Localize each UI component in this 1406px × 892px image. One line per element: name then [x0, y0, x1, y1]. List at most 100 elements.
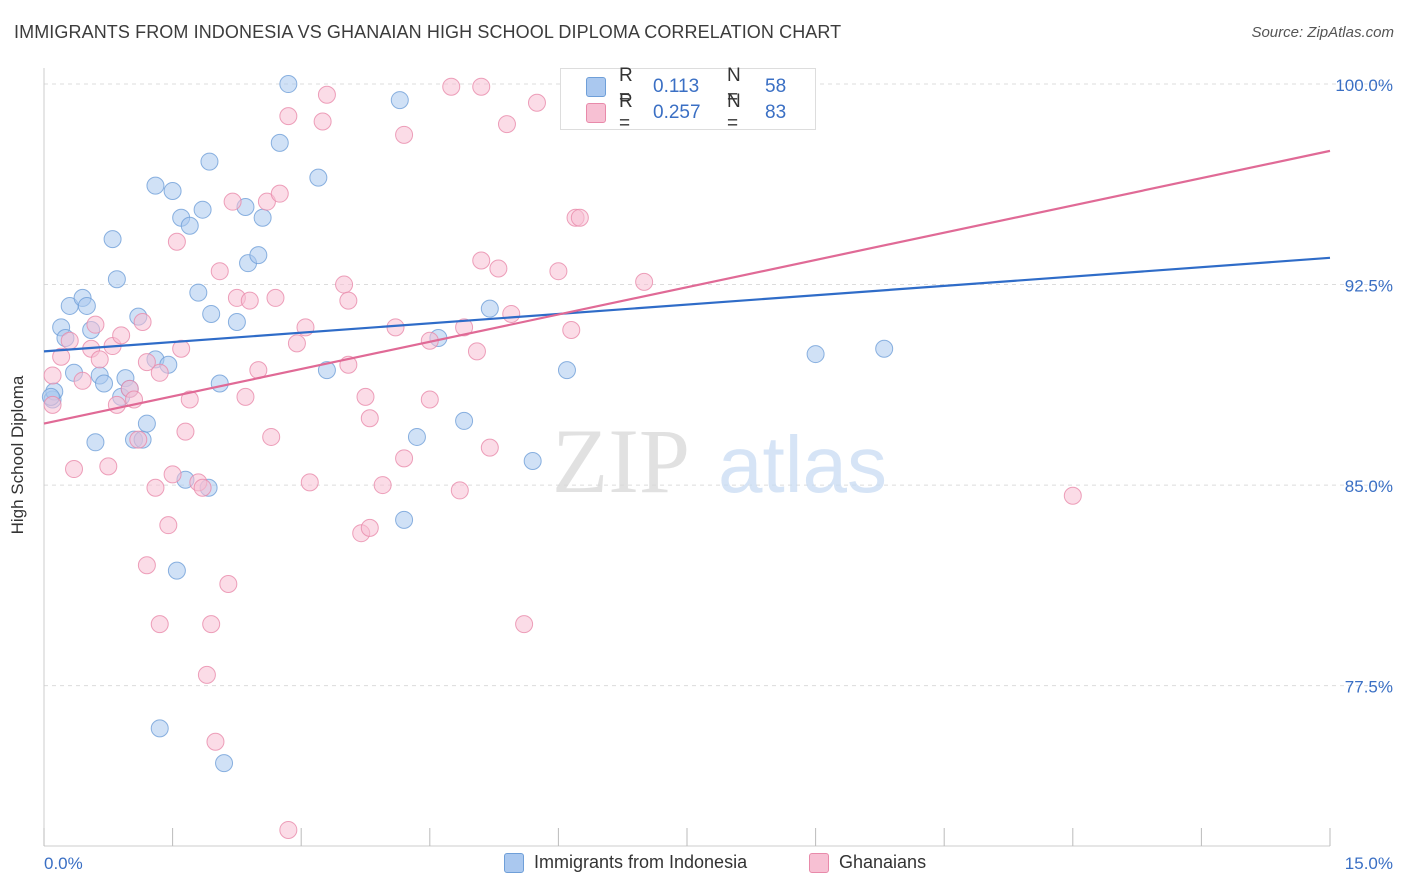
data-point	[356, 387, 375, 406]
data-point	[557, 361, 576, 380]
legend-item-ghanaians[interactable]: Ghanaians	[809, 852, 926, 873]
data-point	[442, 77, 461, 96]
data-point	[210, 262, 229, 281]
data-point	[467, 342, 486, 361]
watermark-atlas: atlas	[718, 420, 887, 509]
data-point	[95, 374, 114, 393]
data-point	[215, 754, 234, 773]
x-tick-label: 0.0%	[44, 854, 83, 873]
data-point	[249, 246, 268, 265]
data-point	[137, 353, 156, 372]
data-point	[270, 184, 289, 203]
ghanaians-swatch-icon	[586, 103, 606, 123]
data-point	[279, 820, 298, 839]
data-point	[455, 411, 474, 430]
data-point	[395, 125, 414, 144]
y-tick-label: 77.5%	[1345, 678, 1393, 697]
data-point	[86, 433, 105, 452]
legend-item-indonesia[interactable]: Immigrants from Indonesia	[504, 852, 747, 873]
n-label: N =	[727, 91, 741, 134]
data-point	[497, 115, 516, 134]
data-point	[167, 232, 186, 251]
data-point	[150, 615, 169, 634]
data-point	[420, 390, 439, 409]
data-point	[60, 331, 79, 350]
data-point	[270, 133, 289, 152]
data-point	[875, 339, 894, 358]
data-point	[562, 321, 581, 340]
data-point	[176, 422, 195, 441]
data-point	[107, 270, 126, 289]
data-point	[635, 272, 654, 291]
data-point	[86, 315, 105, 334]
chart-title: IMMIGRANTS FROM INDONESIA VS GHANAIAN HI…	[14, 22, 842, 42]
data-point	[202, 304, 221, 323]
data-point	[73, 371, 92, 390]
data-point	[253, 208, 272, 227]
x-tick-label: 15.0%	[1345, 854, 1393, 873]
data-point	[133, 312, 152, 331]
data-point	[43, 395, 62, 414]
trend-lines	[43, 149, 1331, 425]
data-point	[223, 192, 242, 211]
data-point	[146, 478, 165, 497]
n-label: N =	[727, 65, 741, 108]
data-point	[180, 390, 199, 409]
tick-labels: 77.5% 85.0% 92.5% 100.0% 0.0% 15.0%	[44, 76, 1393, 873]
data-point	[279, 75, 298, 94]
data-point	[219, 574, 238, 593]
watermark-zip: ZIP	[552, 410, 690, 512]
data-point	[339, 291, 358, 310]
indonesia-legend-icon	[504, 852, 524, 873]
data-point	[137, 556, 156, 575]
data-point	[480, 438, 499, 457]
data-point	[489, 259, 508, 278]
data-point	[806, 345, 825, 364]
data-point	[210, 374, 229, 393]
data-point	[266, 288, 285, 307]
data-point	[257, 192, 276, 211]
data-point	[279, 107, 298, 126]
data-point	[163, 181, 182, 200]
data-point	[390, 91, 409, 110]
data-point	[107, 395, 126, 414]
axes	[43, 68, 1331, 847]
data-point	[407, 427, 426, 446]
data-point	[395, 449, 414, 468]
series-ghanaians	[43, 77, 1082, 839]
data-point	[480, 299, 499, 318]
data-point	[313, 112, 332, 131]
data-point	[202, 615, 221, 634]
data-point	[150, 363, 169, 382]
data-point	[172, 339, 191, 358]
data-point	[450, 481, 469, 500]
indonesia-swatch-icon	[586, 77, 606, 97]
data-point	[193, 478, 212, 497]
y-tick-label: 85.0%	[1345, 477, 1393, 496]
legend-label-ghanaians: Ghanaians	[839, 852, 927, 872]
watermark: ZIP atlas	[552, 410, 887, 512]
ghanaians-legend-icon	[809, 852, 829, 873]
y-tick-label: 92.5%	[1345, 277, 1393, 296]
data-point	[52, 347, 71, 366]
r-label: R =	[619, 65, 633, 108]
data-point	[99, 457, 118, 476]
data-point	[236, 387, 255, 406]
data-point	[137, 414, 156, 433]
data-point	[90, 350, 109, 369]
data-point	[193, 200, 212, 219]
data-point	[163, 465, 182, 484]
data-point	[515, 615, 534, 634]
data-point	[150, 719, 169, 738]
data-point	[112, 326, 131, 345]
data-points	[41, 75, 1082, 839]
bottom-legend: Immigrants from Indonesia Ghanaians	[0, 852, 1406, 876]
data-point	[502, 304, 521, 323]
data-point	[360, 409, 379, 428]
data-point	[180, 216, 199, 235]
data-point	[240, 291, 259, 310]
data-point	[65, 460, 84, 479]
grid-lines	[44, 83, 1396, 687]
data-point	[189, 283, 208, 302]
data-point	[549, 262, 568, 281]
